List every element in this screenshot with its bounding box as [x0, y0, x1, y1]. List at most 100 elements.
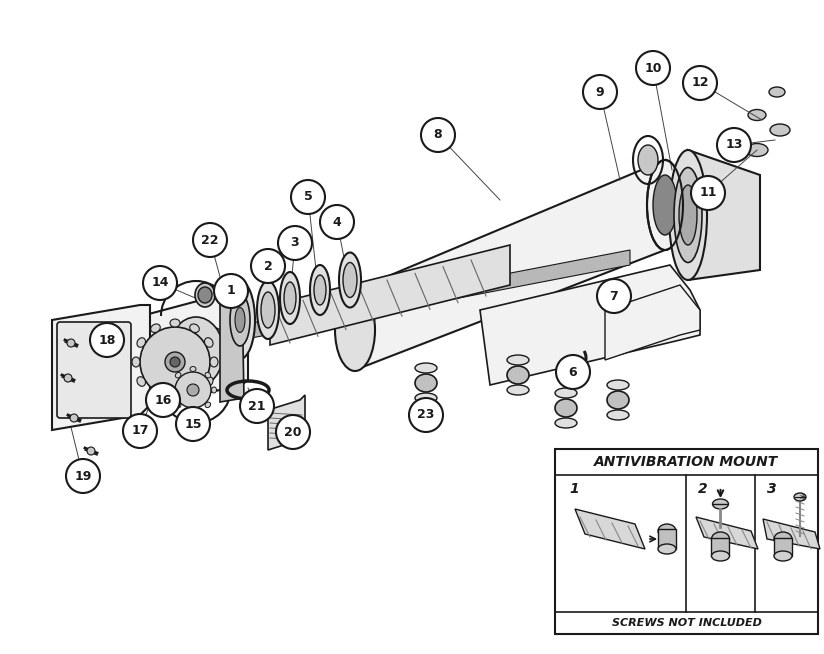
- Ellipse shape: [170, 387, 175, 393]
- Circle shape: [66, 459, 100, 493]
- Ellipse shape: [343, 262, 357, 298]
- Text: 10: 10: [644, 61, 662, 75]
- Circle shape: [276, 415, 310, 449]
- Circle shape: [683, 66, 717, 100]
- Text: 12: 12: [691, 77, 709, 90]
- Bar: [555, 449, 818, 634]
- Ellipse shape: [794, 493, 806, 501]
- Text: 2: 2: [698, 482, 708, 496]
- Text: 21: 21: [248, 400, 266, 413]
- Ellipse shape: [555, 399, 577, 417]
- Ellipse shape: [774, 551, 792, 561]
- Text: 1: 1: [569, 482, 578, 496]
- Text: 18: 18: [98, 334, 115, 347]
- Circle shape: [146, 383, 180, 417]
- Ellipse shape: [507, 366, 529, 384]
- Ellipse shape: [190, 366, 196, 371]
- Text: 1: 1: [227, 284, 236, 298]
- Ellipse shape: [774, 532, 792, 546]
- Ellipse shape: [205, 402, 211, 407]
- Ellipse shape: [225, 281, 255, 359]
- Circle shape: [187, 384, 199, 396]
- Circle shape: [87, 447, 95, 455]
- Ellipse shape: [284, 282, 296, 314]
- Text: 22: 22: [201, 233, 218, 247]
- Polygon shape: [688, 150, 760, 280]
- Ellipse shape: [230, 294, 250, 346]
- Ellipse shape: [653, 175, 677, 235]
- Ellipse shape: [137, 377, 146, 387]
- Ellipse shape: [151, 324, 161, 332]
- Text: 4: 4: [333, 216, 341, 228]
- Circle shape: [636, 51, 670, 85]
- Circle shape: [90, 323, 124, 357]
- Ellipse shape: [638, 145, 658, 175]
- Ellipse shape: [647, 160, 683, 250]
- Circle shape: [140, 327, 210, 397]
- Ellipse shape: [711, 532, 729, 546]
- Circle shape: [278, 226, 312, 260]
- Text: SCREWS NOT INCLUDED: SCREWS NOT INCLUDED: [611, 618, 761, 628]
- Polygon shape: [355, 160, 665, 370]
- Ellipse shape: [339, 252, 361, 307]
- Text: 7: 7: [610, 290, 618, 303]
- Text: *: *: [800, 492, 806, 506]
- Ellipse shape: [170, 319, 180, 327]
- Ellipse shape: [335, 289, 375, 371]
- Ellipse shape: [415, 363, 437, 373]
- Ellipse shape: [168, 317, 223, 387]
- Ellipse shape: [151, 392, 161, 400]
- Circle shape: [240, 389, 274, 423]
- Text: 13: 13: [725, 139, 742, 152]
- Circle shape: [320, 205, 354, 239]
- Polygon shape: [52, 305, 150, 430]
- Circle shape: [165, 352, 185, 372]
- Polygon shape: [145, 295, 248, 405]
- Circle shape: [583, 75, 617, 109]
- Ellipse shape: [555, 418, 577, 428]
- Ellipse shape: [713, 499, 728, 509]
- Bar: [711, 538, 729, 556]
- Ellipse shape: [314, 275, 326, 305]
- Circle shape: [193, 223, 227, 257]
- Polygon shape: [696, 517, 758, 549]
- Ellipse shape: [669, 150, 707, 280]
- Circle shape: [214, 274, 248, 308]
- Ellipse shape: [748, 109, 766, 120]
- Text: 2: 2: [264, 260, 273, 273]
- Ellipse shape: [176, 372, 181, 378]
- Ellipse shape: [257, 281, 279, 339]
- Circle shape: [143, 266, 177, 300]
- Ellipse shape: [607, 380, 629, 390]
- Ellipse shape: [415, 374, 437, 392]
- Circle shape: [175, 372, 211, 408]
- Ellipse shape: [310, 265, 330, 315]
- Ellipse shape: [190, 324, 199, 332]
- Ellipse shape: [132, 357, 140, 367]
- Polygon shape: [268, 395, 305, 450]
- Circle shape: [291, 180, 325, 214]
- Ellipse shape: [195, 283, 215, 307]
- Text: 8: 8: [433, 128, 442, 141]
- Ellipse shape: [674, 167, 702, 262]
- Ellipse shape: [711, 551, 729, 561]
- Circle shape: [67, 339, 75, 347]
- Polygon shape: [215, 250, 630, 345]
- Bar: [774, 538, 792, 556]
- Bar: [658, 529, 676, 549]
- Ellipse shape: [658, 544, 676, 554]
- Circle shape: [421, 118, 455, 152]
- Ellipse shape: [607, 410, 629, 420]
- Ellipse shape: [507, 385, 529, 395]
- Polygon shape: [480, 265, 700, 385]
- Circle shape: [409, 398, 443, 432]
- FancyBboxPatch shape: [57, 322, 131, 418]
- Ellipse shape: [235, 307, 245, 332]
- Circle shape: [717, 128, 751, 162]
- Ellipse shape: [679, 185, 697, 245]
- Text: 17: 17: [131, 424, 149, 438]
- Text: 5: 5: [303, 190, 312, 203]
- Ellipse shape: [769, 87, 785, 97]
- Text: 20: 20: [284, 426, 302, 438]
- Text: ANTIVIBRATION MOUNT: ANTIVIBRATION MOUNT: [594, 455, 779, 469]
